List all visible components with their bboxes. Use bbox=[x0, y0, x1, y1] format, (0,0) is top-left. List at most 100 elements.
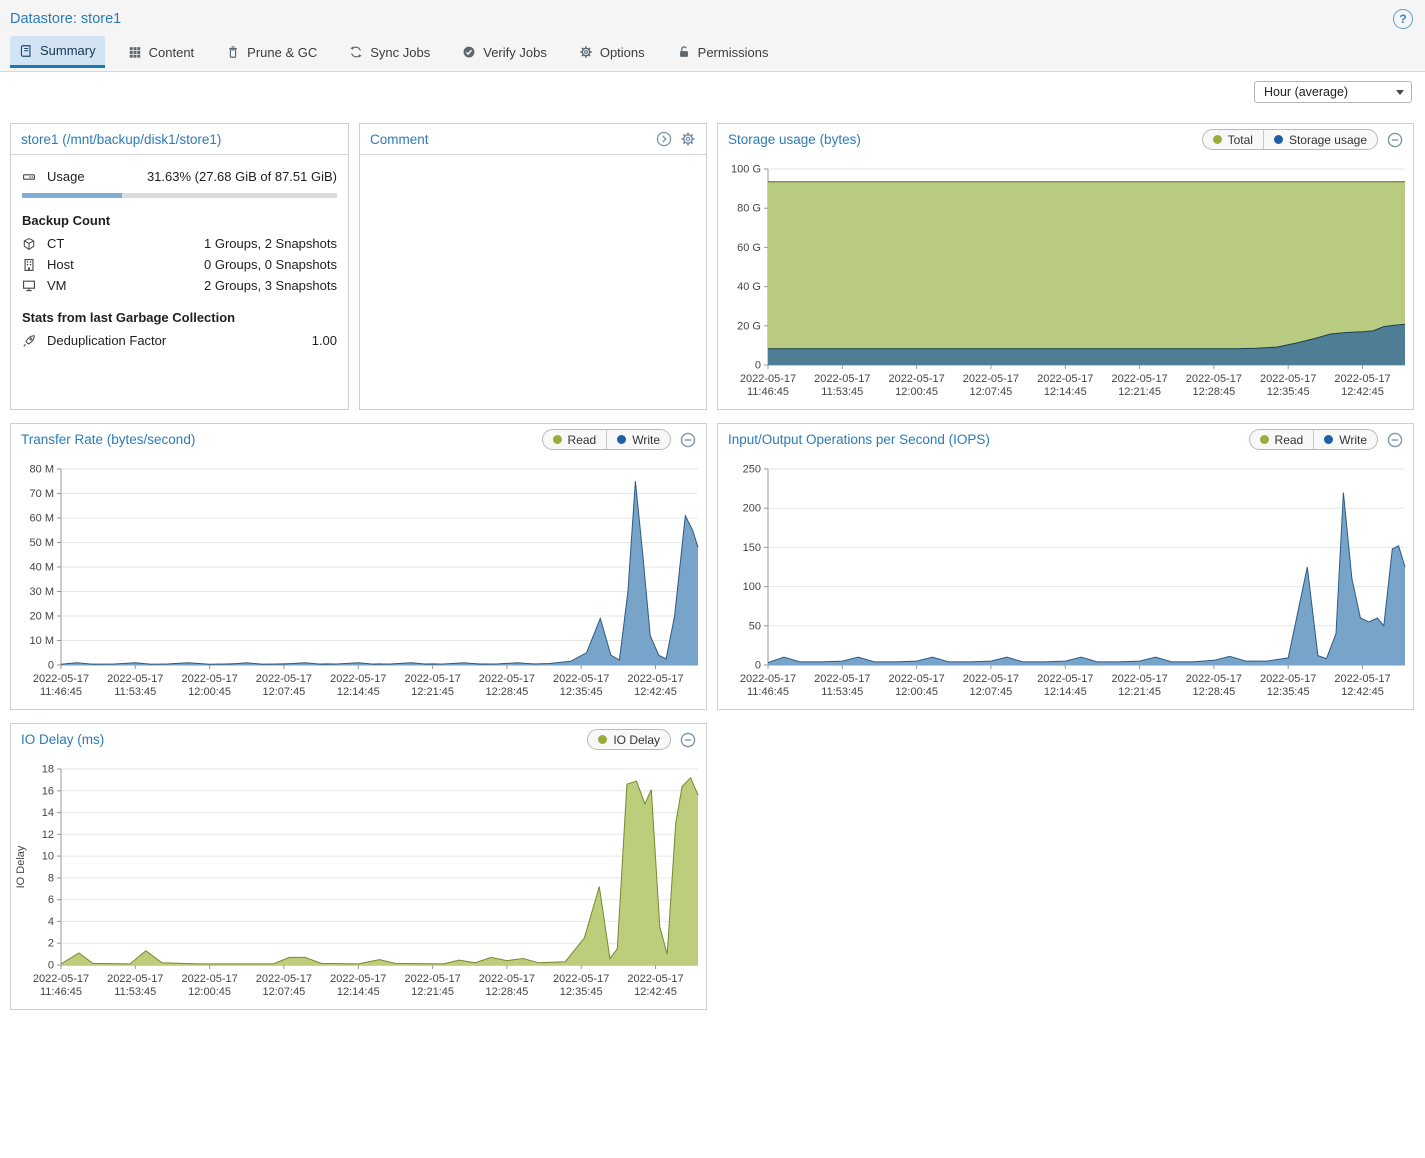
legend-item-io-delay[interactable]: IO Delay bbox=[588, 730, 670, 749]
svg-text:2022-05-17: 2022-05-17 bbox=[107, 973, 163, 985]
svg-text:12:14:45: 12:14:45 bbox=[1044, 386, 1087, 398]
svg-text:IO Delay: IO Delay bbox=[15, 845, 27, 888]
legend-label: Read bbox=[1274, 432, 1304, 447]
svg-text:0: 0 bbox=[755, 360, 761, 372]
svg-text:250: 250 bbox=[743, 464, 761, 476]
panel-title: IO Delay (ms) bbox=[21, 732, 105, 747]
svg-text:2022-05-17: 2022-05-17 bbox=[181, 673, 237, 685]
svg-text:2022-05-17: 2022-05-17 bbox=[814, 673, 870, 685]
svg-text:2022-05-17: 2022-05-17 bbox=[479, 973, 535, 985]
chevron-circle-right-icon[interactable] bbox=[656, 131, 672, 147]
legend-label: Read bbox=[567, 432, 597, 447]
row-value: 2 Groups, 3 Snapshots bbox=[204, 278, 337, 293]
desktop-icon bbox=[22, 279, 39, 293]
svg-text:12:35:45: 12:35:45 bbox=[560, 986, 603, 998]
legend-item-total[interactable]: Total bbox=[1203, 130, 1263, 149]
row-value: 0 Groups, 0 Snapshots bbox=[204, 257, 337, 272]
svg-text:12:21:45: 12:21:45 bbox=[1118, 386, 1161, 398]
collapse-icon[interactable] bbox=[680, 732, 696, 748]
svg-text:200: 200 bbox=[743, 503, 761, 515]
svg-text:12:42:45: 12:42:45 bbox=[1341, 686, 1384, 698]
collapse-icon[interactable] bbox=[1387, 432, 1403, 448]
svg-text:60 M: 60 M bbox=[30, 513, 54, 525]
svg-text:12:07:45: 12:07:45 bbox=[262, 986, 305, 998]
tab-verify-jobs[interactable]: Verify Jobs bbox=[453, 36, 556, 68]
tab-summary[interactable]: Summary bbox=[10, 36, 105, 68]
svg-text:12:00:45: 12:00:45 bbox=[895, 386, 938, 398]
panel-header: Transfer Rate (bytes/second) Read Write bbox=[11, 424, 706, 455]
legend-item-read[interactable]: Read bbox=[1250, 430, 1314, 449]
panel-header: store1 (/mnt/backup/disk1/store1) bbox=[11, 124, 348, 155]
svg-text:2022-05-17: 2022-05-17 bbox=[814, 373, 870, 385]
tab-permissions[interactable]: Permissions bbox=[668, 36, 778, 68]
svg-text:2022-05-17: 2022-05-17 bbox=[256, 673, 312, 685]
gear-icon bbox=[579, 45, 593, 59]
datastore-status-body: Usage 31.63% (27.68 GiB of 87.51 GiB) Ba… bbox=[11, 155, 348, 362]
tab-options[interactable]: Options bbox=[570, 36, 654, 68]
timeframe-value: Hour (average) bbox=[1264, 85, 1349, 99]
svg-text:11:46:45: 11:46:45 bbox=[40, 686, 82, 698]
svg-text:2022-05-17: 2022-05-17 bbox=[330, 673, 386, 685]
svg-text:40 M: 40 M bbox=[30, 562, 54, 574]
legend-label: Total bbox=[1227, 132, 1253, 147]
svg-text:12:00:45: 12:00:45 bbox=[188, 686, 231, 698]
collapse-icon[interactable] bbox=[680, 432, 696, 448]
svg-text:11:46:45: 11:46:45 bbox=[40, 986, 82, 998]
svg-text:2022-05-17: 2022-05-17 bbox=[256, 973, 312, 985]
help-icon[interactable]: ? bbox=[1393, 9, 1413, 29]
svg-text:0: 0 bbox=[48, 660, 54, 672]
svg-text:2022-05-17: 2022-05-17 bbox=[963, 673, 1019, 685]
sync-icon bbox=[349, 45, 363, 59]
tab-label: Sync Jobs bbox=[370, 44, 431, 60]
svg-text:10: 10 bbox=[42, 851, 54, 863]
svg-text:40 G: 40 G bbox=[737, 281, 761, 293]
svg-text:20 M: 20 M bbox=[30, 611, 54, 623]
usage-label: Usage bbox=[47, 169, 85, 184]
svg-text:2022-05-17: 2022-05-17 bbox=[404, 973, 460, 985]
legend-label: Storage usage bbox=[1288, 132, 1367, 147]
svg-text:2022-05-17: 2022-05-17 bbox=[740, 673, 796, 685]
comment-panel: Comment bbox=[359, 123, 707, 410]
row-value: 1 Groups, 2 Snapshots bbox=[204, 236, 337, 251]
tab-label: Summary bbox=[40, 43, 96, 58]
tab-prune-gc[interactable]: Prune & GC bbox=[217, 36, 326, 68]
svg-text:2022-05-17: 2022-05-17 bbox=[1037, 373, 1093, 385]
svg-text:4: 4 bbox=[48, 916, 54, 928]
svg-text:12:42:45: 12:42:45 bbox=[1341, 386, 1384, 398]
svg-text:2022-05-17: 2022-05-17 bbox=[479, 673, 535, 685]
legend-item-storage-usage[interactable]: Storage usage bbox=[1262, 130, 1377, 149]
legend-label: Write bbox=[1339, 432, 1367, 447]
row-label: Host bbox=[47, 257, 74, 272]
legend-item-read[interactable]: Read bbox=[543, 430, 607, 449]
rocket-icon bbox=[22, 334, 39, 348]
trash-icon bbox=[226, 45, 240, 59]
gear-icon[interactable] bbox=[680, 131, 696, 147]
svg-text:2022-05-17: 2022-05-17 bbox=[627, 673, 683, 685]
backup-count-row-host: Host 0 Groups, 0 Snapshots bbox=[22, 255, 337, 274]
svg-text:12:14:45: 12:14:45 bbox=[337, 986, 380, 998]
page-title: Datastore: store1 bbox=[10, 11, 122, 27]
collapse-icon[interactable] bbox=[1387, 132, 1403, 148]
svg-text:100 G: 100 G bbox=[731, 164, 761, 176]
svg-text:2022-05-17: 2022-05-17 bbox=[1334, 673, 1390, 685]
svg-text:18: 18 bbox=[42, 764, 54, 776]
svg-text:50 M: 50 M bbox=[30, 537, 54, 549]
legend-item-write[interactable]: Write bbox=[1313, 430, 1377, 449]
row-label: CT bbox=[47, 236, 65, 251]
panel-header: IO Delay (ms) IO Delay bbox=[11, 724, 706, 755]
comment-body[interactable] bbox=[360, 155, 706, 175]
svg-text:11:53:45: 11:53:45 bbox=[821, 686, 863, 698]
tab-bar: Summary Content Prune & GC Sync Jobs bbox=[10, 36, 1425, 68]
svg-text:2022-05-17: 2022-05-17 bbox=[1186, 673, 1242, 685]
tab-sync-jobs[interactable]: Sync Jobs bbox=[340, 36, 439, 68]
legend-item-write[interactable]: Write bbox=[606, 430, 670, 449]
timeframe-dropdown[interactable]: Hour (average) bbox=[1254, 81, 1412, 103]
panel-title: Transfer Rate (bytes/second) bbox=[21, 432, 196, 447]
svg-text:11:46:45: 11:46:45 bbox=[747, 686, 789, 698]
row-label: Deduplication Factor bbox=[47, 333, 167, 348]
svg-text:2022-05-17: 2022-05-17 bbox=[627, 973, 683, 985]
section-heading-gc: Stats from last Garbage Collection bbox=[22, 310, 236, 325]
tab-content[interactable]: Content bbox=[119, 36, 204, 68]
